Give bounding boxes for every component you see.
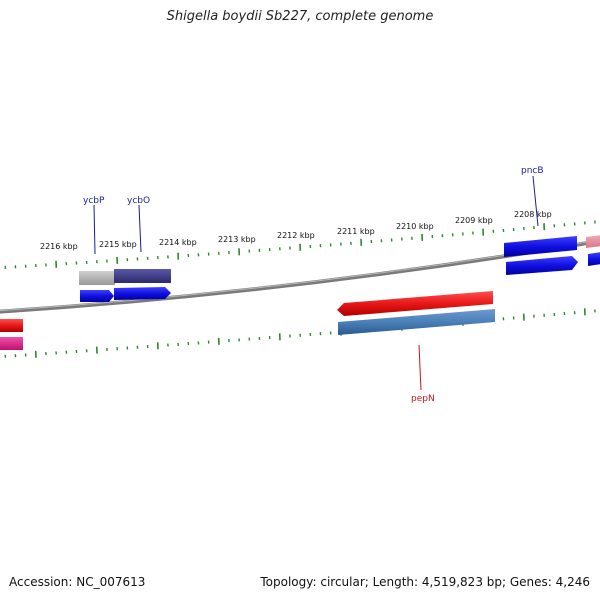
label-pncB[interactable]: pncB: [521, 166, 544, 176]
right-edge-cog-box: [586, 235, 600, 248]
ycbO-cds-arrow: [114, 287, 171, 300]
left-edge-cds: [0, 319, 23, 332]
gene-left-edge[interactable]: [0, 319, 23, 350]
pncB-leader: [532, 175, 539, 227]
pepN-cds-arrow: [337, 291, 493, 316]
scale-label: 2216 kbp: [40, 242, 78, 251]
gene-ycbO[interactable]: [114, 269, 171, 300]
scale-label: 2211 kbp: [337, 227, 375, 236]
ycbP-cds-arrow: [80, 290, 114, 302]
scale-label: 2214 kbp: [159, 238, 197, 247]
scale-label: 2208 kbp: [514, 210, 552, 219]
scale-labels: 2216 kbp 2215 kbp 2214 kbp 2213 kbp 2212…: [40, 210, 552, 251]
ycbP-leader: [93, 204, 96, 255]
scale-label: 2215 kbp: [99, 240, 137, 249]
gene-ycbP[interactable]: [79, 271, 115, 302]
pepN-leader: [418, 344, 422, 391]
topology-text: Topology: circular; Length: 4,519,823 bp…: [260, 575, 590, 589]
pncB-cds-arrow: [506, 256, 578, 275]
gene-right-edge[interactable]: [586, 235, 600, 266]
ycbP-cog-box: [79, 271, 115, 285]
gene-pncB[interactable]: [504, 236, 578, 275]
right-edge-cds: [588, 252, 600, 266]
label-ycbO[interactable]: ycbO: [127, 196, 150, 206]
gene-pepN[interactable]: [337, 291, 495, 335]
label-pepN[interactable]: pepN: [411, 394, 435, 404]
map-title: Shigella boydii Sb227, complete genome: [166, 9, 434, 24]
pepN-cog-box: [338, 309, 495, 335]
label-ycbP[interactable]: ycbP: [83, 196, 105, 206]
left-edge-cog-box: [0, 337, 23, 350]
ycbO-cog-box: [114, 269, 171, 283]
scale-label: 2212 kbp: [277, 231, 315, 240]
scale-label: 2213 kbp: [218, 235, 256, 244]
scale-label: 2210 kbp: [396, 222, 434, 231]
accession-text: Accession: NC_007613: [9, 575, 146, 589]
outer-scale-ticks: [4, 220, 596, 269]
ycbO-leader: [138, 204, 142, 253]
pncB-cog-box: [504, 236, 577, 257]
scale-label: 2209 kbp: [455, 216, 493, 225]
inner-scale-ticks: [4, 308, 596, 358]
